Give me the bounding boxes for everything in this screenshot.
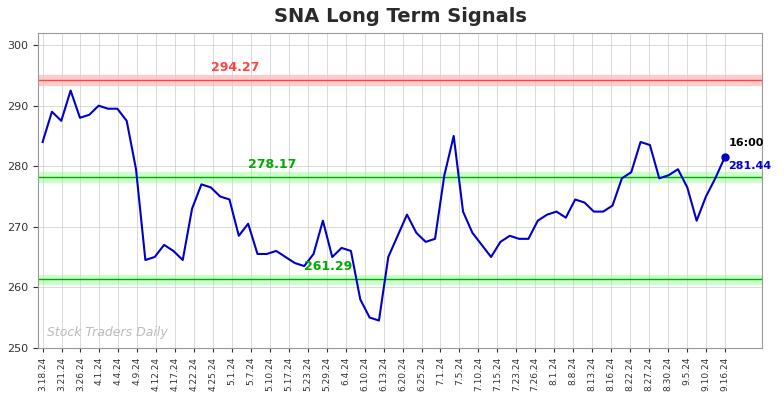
Text: 278.17: 278.17 bbox=[249, 158, 296, 171]
Text: Stock Traders Daily: Stock Traders Daily bbox=[47, 326, 168, 339]
Bar bbox=[38, 275, 762, 284]
Text: 281.44: 281.44 bbox=[728, 160, 771, 170]
Title: SNA Long Term Signals: SNA Long Term Signals bbox=[274, 7, 526, 26]
Bar bbox=[38, 172, 762, 182]
Text: 16:00: 16:00 bbox=[728, 139, 764, 148]
Bar bbox=[38, 75, 762, 85]
Text: 294.27: 294.27 bbox=[211, 61, 260, 74]
Text: 261.29: 261.29 bbox=[304, 260, 353, 273]
